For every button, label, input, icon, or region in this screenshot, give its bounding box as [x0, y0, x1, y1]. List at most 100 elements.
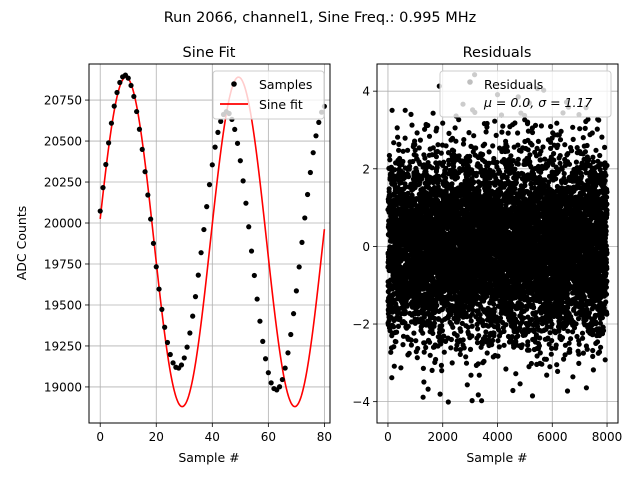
sample-point [103, 161, 109, 168]
sample-point [248, 248, 255, 254]
sine-fit-xlabel: Sample # [178, 450, 239, 465]
sample-point [195, 272, 201, 278]
y-tick-label: 19250 [44, 339, 82, 353]
residuals-xlabel: Sample # [466, 450, 527, 465]
y-tick-label: 20000 [44, 217, 82, 231]
sample-point [299, 239, 305, 245]
sample-point [153, 264, 159, 270]
sample-point [187, 330, 193, 336]
sample-point [164, 339, 171, 346]
sample-point [148, 216, 154, 222]
y-tick-label: 20750 [44, 94, 82, 108]
sample-point [246, 224, 252, 230]
sample-point [167, 351, 173, 358]
legend-samples-marker [231, 81, 237, 87]
y-tick-label: 2 [362, 162, 370, 176]
y-tick-label: 19000 [44, 380, 82, 394]
sample-point [237, 158, 243, 164]
sample-point [260, 338, 266, 344]
sample-point [150, 240, 157, 246]
x-tick-label: 40 [205, 430, 220, 444]
y-tick-label: −4 [352, 395, 370, 409]
x-tick-label: 8000 [592, 430, 623, 444]
sample-point [190, 313, 196, 319]
sample-point [262, 356, 269, 362]
sample-point [201, 226, 207, 233]
residuals-title: Residuals [463, 45, 532, 61]
sample-point [215, 129, 221, 135]
sample-point [136, 126, 143, 132]
sample-point [145, 192, 151, 198]
sample-point [192, 294, 199, 300]
sample-point [111, 103, 117, 109]
y-tick-label: 4 [362, 85, 370, 99]
x-tick-label: 60 [261, 430, 276, 444]
sample-point [310, 150, 316, 156]
sample-point [100, 185, 106, 191]
sample-point [131, 93, 137, 100]
sample-point [290, 311, 297, 317]
sample-point [288, 331, 294, 338]
sample-point [257, 318, 263, 324]
x-tick-label: 0 [96, 430, 104, 444]
sample-point [282, 365, 288, 371]
residuals-plot-area [385, 72, 610, 405]
sample-point [212, 144, 218, 150]
sample-point [218, 118, 224, 124]
sample-point [240, 178, 246, 184]
figure-suptitle: Run 2066, channel1, Sine Freq.: 0.995 MH… [164, 10, 477, 26]
sample-point [206, 182, 213, 188]
residuals-ticks: 0 2000 4000 6000 8000 −4 −2 0 2 4 [352, 85, 622, 444]
x-tick-label: 80 [317, 430, 332, 444]
sample-point [184, 344, 190, 350]
sample-point [296, 264, 302, 270]
sample-point [265, 370, 271, 376]
y-tick-label: 20250 [44, 176, 82, 190]
x-tick-label: 6000 [537, 430, 568, 444]
sample-point [181, 355, 187, 361]
sample-point [125, 75, 131, 81]
sample-point [304, 191, 311, 198]
x-tick-label: 0 [384, 430, 392, 444]
sample-point [117, 79, 123, 86]
y-tick-label: 20500 [44, 135, 82, 149]
sine-fit-axes-frame [88, 63, 331, 424]
sample-point [159, 306, 165, 312]
residuals-panel: Residuals 0 2000 4000 6000 8000 −4 −2 0 2 4 Sampl… [352, 45, 622, 465]
sample-point [97, 208, 103, 214]
sine-fit-legend: Samples Sine fit [212, 70, 325, 120]
legend-sine-fit-label: Sine fit [259, 97, 303, 112]
sample-point [134, 108, 140, 115]
sample-point [128, 82, 134, 89]
sample-point [268, 380, 274, 386]
sample-point [204, 204, 210, 210]
sample-point [279, 376, 285, 383]
sample-point [178, 362, 185, 368]
legend-samples-label: Samples [259, 77, 312, 92]
legend-residuals-stats: μ = 0.0, σ = 1.17 [483, 95, 592, 110]
x-tick-label: 4000 [482, 430, 513, 444]
sample-point [170, 360, 176, 366]
sample-point [293, 288, 299, 294]
sine-fit-panel: Sine Fit 0 20 40 60 80 19000 19250 19500 19750 20… [14, 45, 332, 465]
x-tick-label: 2000 [427, 430, 458, 444]
legend-residuals-marker [467, 79, 473, 85]
sample-point [209, 162, 215, 168]
y-tick-label: −2 [352, 318, 370, 332]
sample-point [302, 215, 308, 221]
sample-point [232, 126, 238, 133]
sample-point [243, 200, 249, 206]
sample-point [316, 119, 322, 125]
sample-point [156, 286, 162, 292]
sample-point [285, 350, 291, 356]
sample-point [254, 296, 260, 302]
x-tick-label: 20 [149, 430, 164, 444]
sine-fit-title: Sine Fit [183, 45, 236, 61]
residuals-legend: Residuals μ = 0.0, σ = 1.17 [439, 70, 612, 118]
sine-fit-ticks: 0 20 40 60 80 19000 19250 19500 19750 20000 20250 2… [44, 94, 332, 444]
sample-point [108, 120, 115, 126]
legend-residuals-label: Residuals [484, 77, 543, 92]
sample-point [234, 140, 241, 146]
sample-point [162, 324, 168, 330]
